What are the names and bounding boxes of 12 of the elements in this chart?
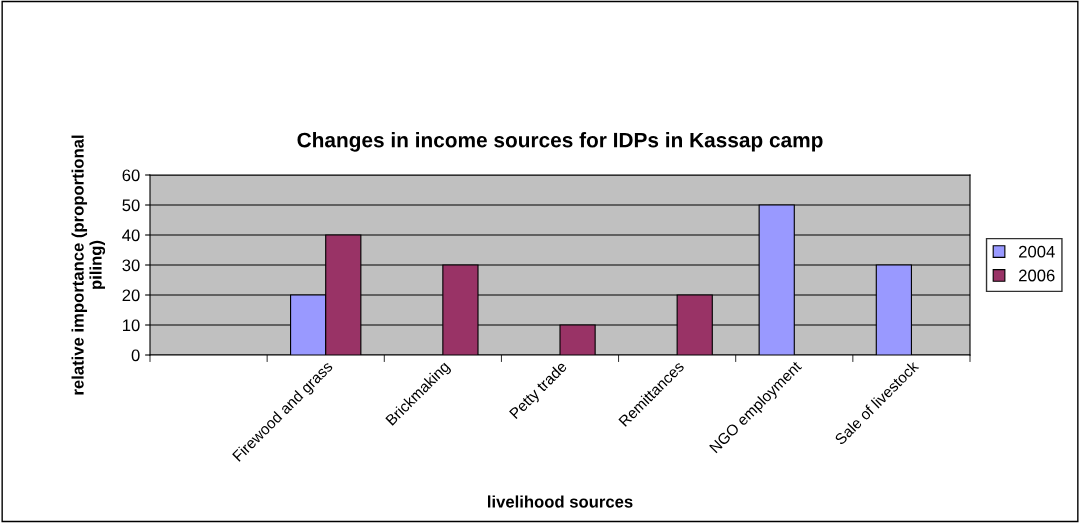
y-tick-label: 20 xyxy=(122,289,140,302)
y-tick-label: 10 xyxy=(123,319,140,332)
y-tick-label: 0 xyxy=(131,349,140,362)
chart-title: Changes in income sources for IDPs in Kassap camp xyxy=(297,132,823,152)
legend-label: 2006 xyxy=(1019,269,1055,282)
y-tick-label: 40 xyxy=(122,229,140,242)
x-axis-title: livelihood sources xyxy=(488,495,633,508)
y-axis-title: relative importance (proportional piling) xyxy=(71,135,106,395)
y-tick-label: 30 xyxy=(122,259,140,272)
y-tick-label: 60 xyxy=(122,169,140,182)
y-tick-label: 50 xyxy=(122,199,140,212)
legend-label: 2004 xyxy=(1019,245,1055,258)
